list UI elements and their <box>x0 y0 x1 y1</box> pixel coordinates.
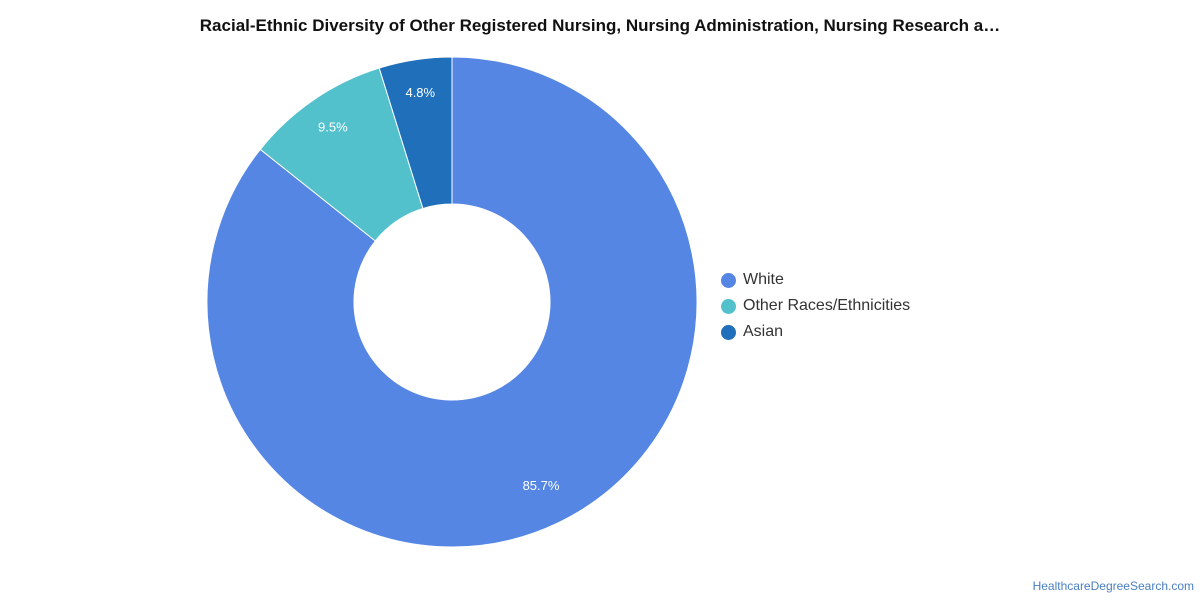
chart-legend: White Other Races/Ethnicities Asian <box>721 267 910 345</box>
legend-label-white: White <box>743 271 784 288</box>
slice-label-white: 85.7% <box>523 478 560 493</box>
legend-swatch-other-races <box>721 298 736 314</box>
chart-title: Racial-Ethnic Diversity of Other Registe… <box>199 16 1001 35</box>
slice-label-asian: 4.8% <box>405 85 435 100</box>
slice-label-other-races: 9.5% <box>318 119 348 134</box>
legend-swatch-white <box>721 272 736 288</box>
source-credit-link[interactable]: HealthcareDegreeSearch.com <box>1032 579 1194 593</box>
legend-item-white[interactable]: White <box>721 267 910 293</box>
legend-swatch-asian <box>721 324 736 340</box>
donut-slice-white[interactable] <box>206 56 698 548</box>
donut-slice-asian[interactable] <box>378 56 453 210</box>
legend-item-other-races[interactable]: Other Races/Ethnicities <box>721 293 910 319</box>
legend-item-asian[interactable]: Asian <box>721 319 910 345</box>
legend-label-asian: Asian <box>743 323 784 340</box>
legend-label-other-races: Other Races/Ethnicities <box>743 297 911 314</box>
